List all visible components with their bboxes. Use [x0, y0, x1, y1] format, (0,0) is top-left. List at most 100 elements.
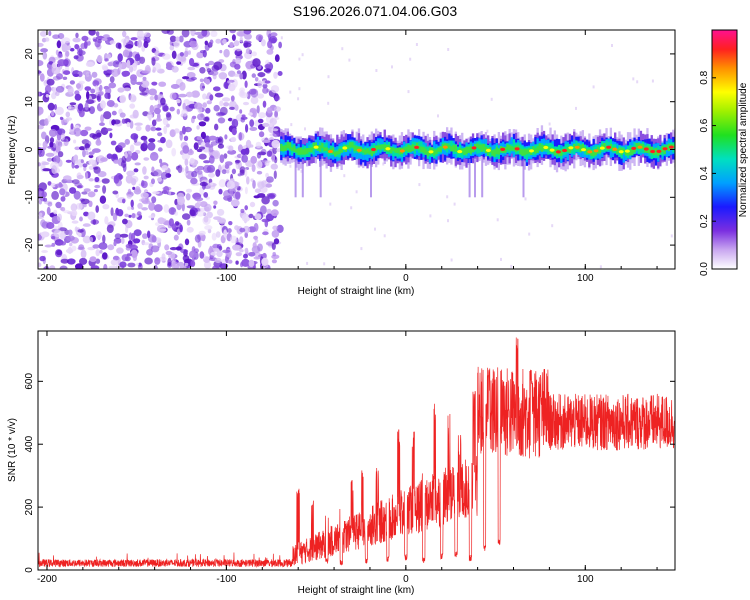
noise-blob: [95, 31, 100, 37]
noise-blob: [262, 122, 270, 127]
noise-blob: [165, 139, 173, 149]
signal-band-cell: [340, 149, 343, 153]
noise-blob: [185, 165, 189, 174]
noise-blob: [64, 118, 70, 123]
faint-noise-dot: [450, 258, 453, 262]
noise-blob: [169, 45, 175, 51]
noise-blob: [208, 60, 215, 66]
noise-blob: [253, 235, 258, 240]
noise-blob: [141, 180, 148, 189]
noise-blob: [181, 152, 190, 161]
noise-blob: [234, 159, 241, 163]
noise-blob: [72, 155, 78, 165]
noise-blob: [199, 67, 206, 74]
noise-blob: [249, 144, 254, 148]
signal-band-cell: [532, 146, 535, 153]
signal-band-cell: [295, 148, 298, 153]
signal-band-cell: [321, 142, 324, 149]
noise-blob: [197, 113, 205, 121]
signal-band-cell: [568, 146, 572, 153]
noise-blob: [99, 195, 107, 204]
noise-blob: [119, 112, 126, 118]
noise-blob: [161, 30, 170, 34]
noise-blob: [56, 249, 63, 256]
noise-blob: [228, 145, 234, 152]
noise-blob: [229, 235, 238, 244]
noise-blob: [85, 150, 89, 156]
faint-noise-dot: [437, 114, 439, 118]
noise-blob: [152, 191, 160, 195]
noise-blob: [194, 102, 203, 110]
noise-blob: [250, 96, 259, 105]
noise-blob: [237, 173, 242, 177]
faint-noise-dot: [298, 87, 301, 91]
noise-blob: [229, 106, 236, 110]
noise-blob: [240, 148, 248, 155]
noise-blob: [171, 147, 177, 157]
signal-hotspot: [500, 147, 506, 151]
noise-blob: [42, 141, 48, 149]
noise-blob: [105, 40, 109, 45]
noise-blob: [173, 39, 181, 48]
noise-blob: [103, 111, 112, 120]
noise-blob: [169, 92, 177, 100]
noise-blob: [167, 257, 172, 267]
noise-blob: [249, 201, 256, 208]
noise-blob: [212, 150, 221, 160]
noise-blob: [187, 50, 191, 55]
noise-blob: [212, 247, 220, 252]
noise-blob: [89, 106, 95, 115]
top-y-ticks: -20 -10 0 10 20: [24, 48, 675, 252]
noise-blob: [96, 231, 102, 240]
noise-blob: [151, 196, 157, 204]
noise-blob: [88, 200, 93, 207]
noise-blob: [174, 211, 178, 216]
noise-blob: [208, 172, 215, 178]
x-tick-label: -200: [37, 273, 57, 284]
noise-blob: [274, 95, 281, 101]
signal-band-cell: [616, 148, 619, 154]
noise-blob: [262, 87, 269, 94]
noise-blob: [153, 107, 161, 115]
noise-blob: [144, 32, 151, 38]
noise-blob: [175, 36, 180, 42]
noise-blob: [177, 196, 185, 206]
noise-blob: [124, 213, 129, 218]
signal-band-cell: [301, 149, 305, 155]
noise-blob: [73, 139, 77, 144]
y-tick-label: 400: [24, 435, 35, 452]
signal-hotspot: [414, 145, 420, 149]
signal-band-cell: [377, 145, 380, 150]
noise-blob: [180, 249, 189, 254]
noise-blob: [95, 129, 102, 139]
noise-blob: [117, 142, 126, 149]
noise-blob: [84, 102, 89, 111]
noise-blob: [256, 170, 263, 175]
noise-blob: [76, 50, 86, 56]
noise-blob: [221, 169, 227, 175]
noise-blob: [105, 73, 111, 78]
noise-blob: [144, 257, 153, 265]
noise-blob: [190, 177, 198, 185]
noise-blob: [85, 71, 90, 77]
noise-blob: [239, 227, 246, 233]
noise-blob: [184, 50, 189, 57]
noise-blob: [271, 128, 279, 132]
noise-blob: [88, 154, 94, 159]
noise-blob: [38, 146, 43, 155]
signal-band-cell: [299, 147, 302, 155]
noise-blob: [53, 209, 58, 215]
noise-blob: [133, 229, 142, 237]
noise-blob: [148, 88, 157, 96]
noise-blob: [211, 232, 217, 241]
noise-blob: [230, 199, 240, 207]
noise-blob: [215, 111, 225, 117]
noise-blob: [121, 254, 129, 262]
noise-blob: [213, 104, 220, 112]
noise-blob: [122, 49, 130, 58]
noise-blob: [213, 86, 221, 92]
noise-blob: [244, 205, 248, 211]
noise-blob: [99, 249, 103, 254]
signal-band-cell: [321, 145, 324, 153]
noise-blob: [194, 197, 204, 202]
